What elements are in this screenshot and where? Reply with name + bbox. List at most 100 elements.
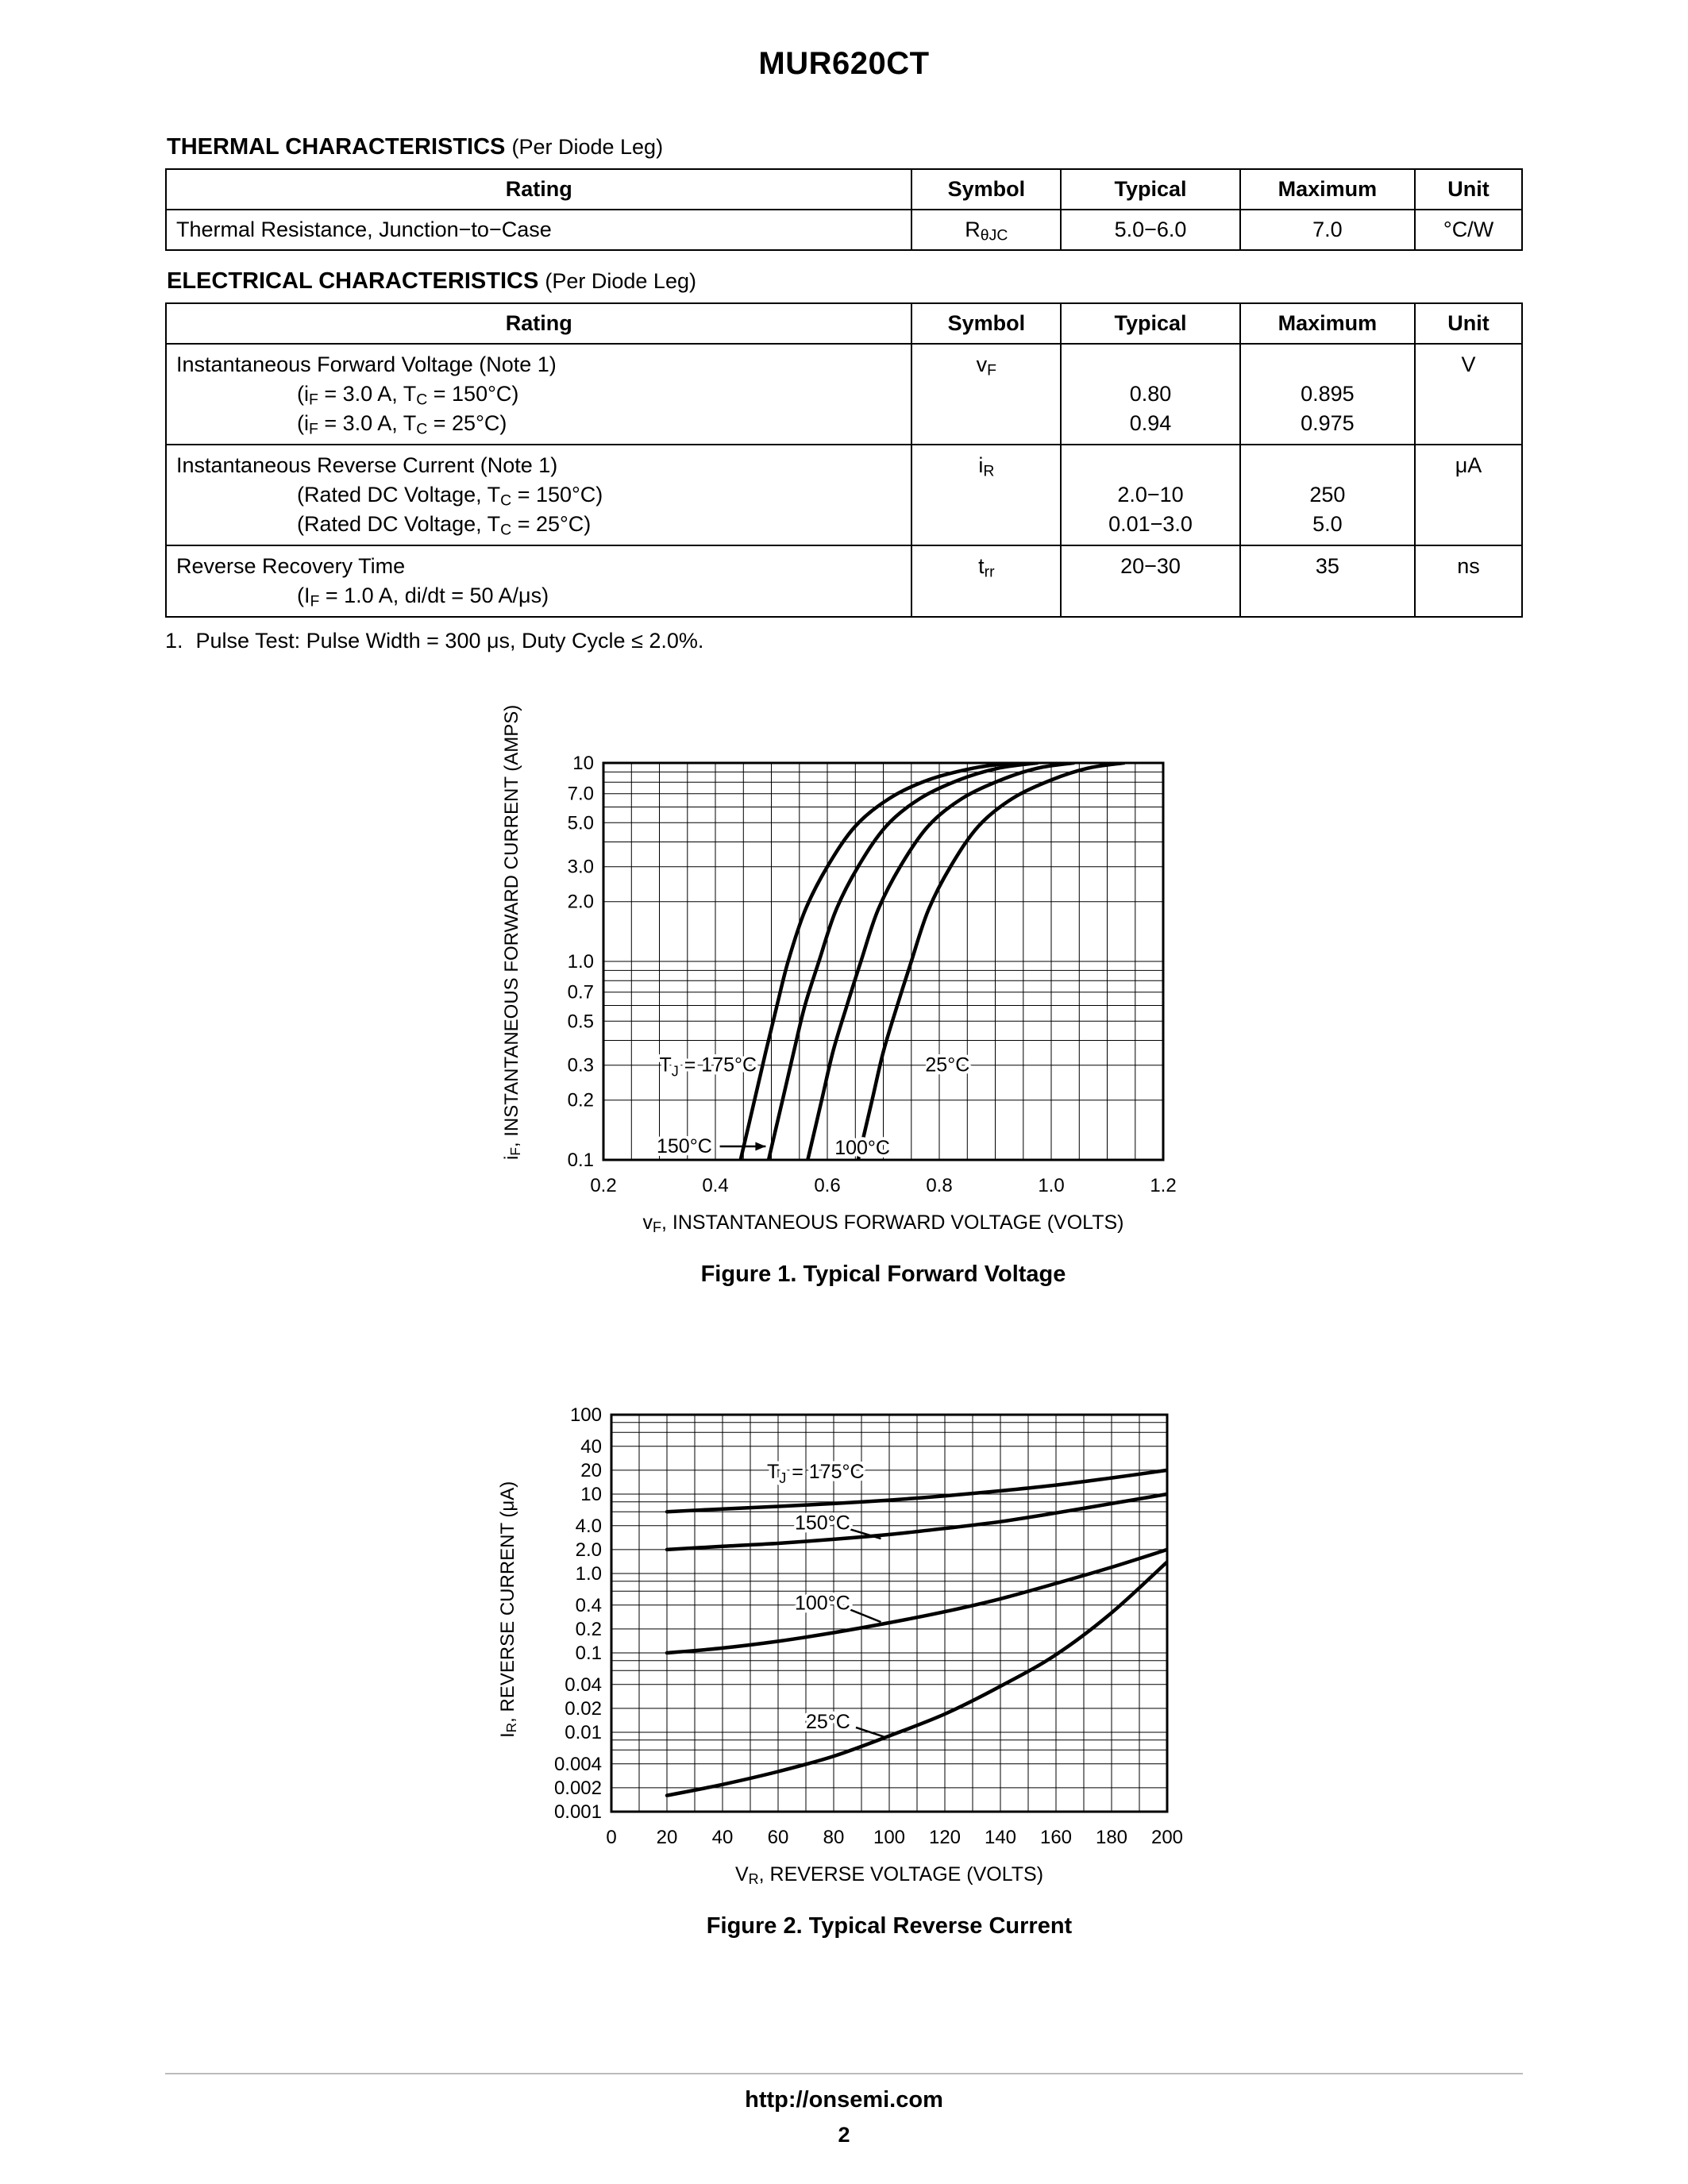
maximum-cell: 250 5.0 <box>1239 444 1416 546</box>
column-header-unit: Unit <box>1414 302 1523 345</box>
column-header-rating: Rating <box>164 168 913 210</box>
rating-cell: Reverse Recovery Time (IF = 1.0 A, di/dt… <box>164 545 913 618</box>
unit-value: V <box>1461 352 1476 376</box>
svg-text:10: 10 <box>580 1484 602 1505</box>
svg-text:0.5: 0.5 <box>568 1011 594 1032</box>
svg-text:150°C: 150°C <box>657 1135 712 1157</box>
unit-cell: °C/W <box>1414 209 1523 251</box>
svg-text:1.2: 1.2 <box>1150 1175 1176 1196</box>
rating-main: Instantaneous Forward Voltage (Note 1) <box>176 352 557 376</box>
typical-cell: 20−30 <box>1060 545 1241 618</box>
column-header-typical: Typical <box>1060 302 1241 345</box>
svg-text:0.04: 0.04 <box>565 1674 602 1696</box>
svg-text:0: 0 <box>606 1827 616 1848</box>
rating-main: Instantaneous Reverse Current (Note 1) <box>176 453 558 477</box>
footnote-text: Pulse Test: Pulse Width = 300 μs, Duty C… <box>195 629 704 653</box>
svg-text:4.0: 4.0 <box>576 1516 602 1537</box>
table-row: Instantaneous Reverse Current (Note 1) (… <box>164 444 1523 546</box>
svg-text:1.0: 1.0 <box>568 951 594 973</box>
symbol-value: vF <box>976 352 997 379</box>
svg-text:160: 160 <box>1040 1827 1072 1848</box>
thermal-heading-text: THERMAL CHARACTERISTICS <box>167 134 506 160</box>
electrical-heading-note: (Per Diode Leg) <box>545 269 696 293</box>
symbol-value: iR <box>978 453 995 480</box>
svg-text:80: 80 <box>823 1827 845 1848</box>
figure1-x-axis-title: vF, INSTANTANEOUS FORWARD VOLTAGE (VOLTS… <box>642 1211 1124 1235</box>
svg-text:25°C: 25°C <box>806 1711 850 1733</box>
thermal-heading-note: (Per Diode Leg) <box>511 135 664 159</box>
column-header-rating: Rating <box>164 302 913 345</box>
svg-text:100: 100 <box>873 1827 905 1848</box>
svg-text:2.0: 2.0 <box>568 892 594 913</box>
svg-text:0.2: 0.2 <box>576 1619 602 1640</box>
svg-text:100°C: 100°C <box>834 1137 890 1159</box>
figure2-y-axis-title: IR, REVERSE CURRENT (μA) <box>497 1481 519 1738</box>
svg-text:0.4: 0.4 <box>576 1595 602 1616</box>
symbol-cell: vF <box>911 343 1062 445</box>
typical-cell: 5.0−6.0 <box>1060 209 1241 251</box>
unit-value: μA <box>1455 453 1482 477</box>
svg-text:0.7: 0.7 <box>568 982 594 1003</box>
typical-value: 0.94 <box>1129 411 1172 435</box>
column-header-symbol: Symbol <box>911 168 1062 210</box>
typical-value: 20−30 <box>1120 554 1181 578</box>
svg-text:0.2: 0.2 <box>590 1175 616 1196</box>
svg-text:5.0: 5.0 <box>568 812 594 834</box>
maximum-value <box>1244 350 1411 379</box>
rating-main: Reverse Recovery Time <box>176 554 406 578</box>
page-title: MUR620CT <box>758 46 930 81</box>
maximum-cell: 7.0 <box>1239 209 1416 251</box>
electrical-heading-text: ELECTRICAL CHARACTERISTICS <box>167 268 539 294</box>
figure1-y-axis-title: iF, INSTANTANEOUS FORWARD CURRENT (AMPS) <box>501 704 523 1160</box>
typical-value: 0.01−3.0 <box>1108 512 1193 536</box>
figure2-plot: 1004020104.02.01.00.40.20.10.040.020.010… <box>554 1407 1183 1848</box>
rating-condition: (Rated DC Voltage, TC = 25°C) <box>297 512 592 539</box>
unit-cell: μA <box>1414 444 1523 546</box>
typical-value <box>1065 451 1235 480</box>
maximum-cell: 35 <box>1239 545 1416 618</box>
footer-divider <box>165 2073 1523 2074</box>
svg-text:0.1: 0.1 <box>576 1643 602 1664</box>
svg-text:0.002: 0.002 <box>554 1778 602 1799</box>
table-row: Reverse Recovery Time (IF = 1.0 A, di/dt… <box>164 545 1523 618</box>
typical-value: 2.0−10 <box>1117 483 1184 507</box>
footnote-1: 1. Pulse Test: Pulse Width = 300 μs, Duty… <box>165 629 1523 653</box>
svg-text:TJ = 175°C: TJ = 175°C <box>767 1461 865 1486</box>
svg-text:0.001: 0.001 <box>554 1801 602 1823</box>
unit-cell: V <box>1414 343 1523 445</box>
symbol-value: trr <box>978 554 995 581</box>
rating-cell: Instantaneous Reverse Current (Note 1) (… <box>164 444 913 546</box>
svg-text:0.004: 0.004 <box>554 1754 602 1775</box>
rating-condition: (Rated DC Voltage, TC = 150°C) <box>297 483 603 510</box>
svg-text:40: 40 <box>580 1436 602 1458</box>
maximum-value: 35 <box>1315 554 1339 578</box>
svg-text:1.0: 1.0 <box>1038 1175 1064 1196</box>
svg-text:0.01: 0.01 <box>565 1722 602 1743</box>
svg-text:0.8: 0.8 <box>926 1175 952 1196</box>
figure2-caption: Figure 2. Typical Reverse Current <box>706 1913 1073 1939</box>
rating-condition: (iF = 3.0 A, TC = 25°C) <box>297 411 507 438</box>
svg-text:0.4: 0.4 <box>702 1175 728 1196</box>
thermal-header-row: Rating Symbol Typical Maximum Unit <box>164 168 1523 210</box>
unit-cell: ns <box>1414 545 1523 618</box>
footnote-marker: 1. <box>165 629 183 653</box>
maximum-value: 0.895 <box>1301 382 1355 406</box>
svg-text:0.2: 0.2 <box>568 1090 594 1111</box>
rating-cell: Thermal Resistance, Junction−to−Case <box>164 209 913 251</box>
maximum-value: 250 <box>1309 483 1346 507</box>
svg-text:7.0: 7.0 <box>568 784 594 805</box>
electrical-table: Rating Symbol Typical Maximum Unit Insta… <box>164 302 1523 618</box>
typical-cell: 0.80 0.94 <box>1060 343 1241 445</box>
svg-text:180: 180 <box>1096 1827 1127 1848</box>
maximum-value <box>1244 451 1411 480</box>
svg-text:140: 140 <box>985 1827 1016 1848</box>
svg-text:0.1: 0.1 <box>568 1150 594 1171</box>
svg-text:20: 20 <box>580 1460 602 1481</box>
onsemi-link[interactable]: http://onsemi.com <box>745 2087 943 2113</box>
electrical-section-heading: ELECTRICAL CHARACTERISTICS (Per Diode Le… <box>167 268 1523 295</box>
electrical-header-row: Rating Symbol Typical Maximum Unit <box>164 302 1523 345</box>
svg-text:TJ = 175°C: TJ = 175°C <box>660 1054 757 1080</box>
typical-value: 0.80 <box>1129 382 1172 406</box>
svg-text:10: 10 <box>572 755 594 774</box>
maximum-value: 0.975 <box>1301 411 1355 435</box>
